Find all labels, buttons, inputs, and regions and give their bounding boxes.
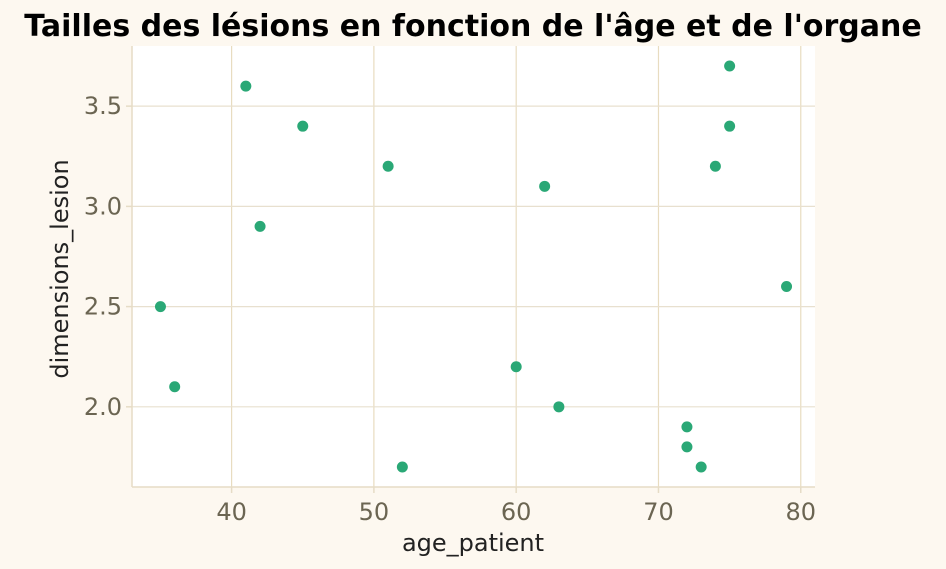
data-point: [553, 401, 565, 413]
data-point: [681, 421, 693, 433]
x-tick-label: 60: [501, 498, 532, 526]
data-points: [154, 60, 793, 473]
data-point: [681, 441, 693, 453]
data-point: [240, 80, 252, 92]
tick-labels: 40 50 60 70 80 2.0 2.5 3.0 3.5: [84, 92, 816, 526]
x-tick-label: 70: [643, 498, 674, 526]
x-tick-label: 80: [785, 498, 816, 526]
y-tick-label: 2.5: [84, 293, 122, 321]
data-point: [724, 60, 736, 72]
data-point: [724, 120, 736, 132]
chart-title: Tailles des lésions en fonction de l'âge…: [24, 9, 921, 44]
data-point: [695, 461, 707, 473]
data-point: [169, 381, 181, 393]
y-tick-label: 2.0: [84, 393, 122, 421]
y-axis-label: dimensions_lesion: [46, 159, 74, 378]
data-point: [510, 361, 522, 373]
data-point: [382, 160, 394, 172]
data-point: [154, 301, 166, 313]
data-point: [539, 180, 551, 192]
data-point: [709, 160, 721, 172]
x-tick-label: 50: [359, 498, 390, 526]
data-point: [396, 461, 408, 473]
y-tick-label: 3.0: [84, 192, 122, 220]
x-tick-label: 40: [216, 498, 247, 526]
y-tick-label: 3.5: [84, 92, 122, 120]
x-axis-label: age_patient: [402, 529, 544, 557]
plot-area: [132, 46, 815, 487]
data-point: [781, 281, 793, 293]
data-point: [297, 120, 309, 132]
data-point: [254, 220, 266, 232]
axes: [126, 46, 815, 493]
grid: [132, 46, 815, 487]
